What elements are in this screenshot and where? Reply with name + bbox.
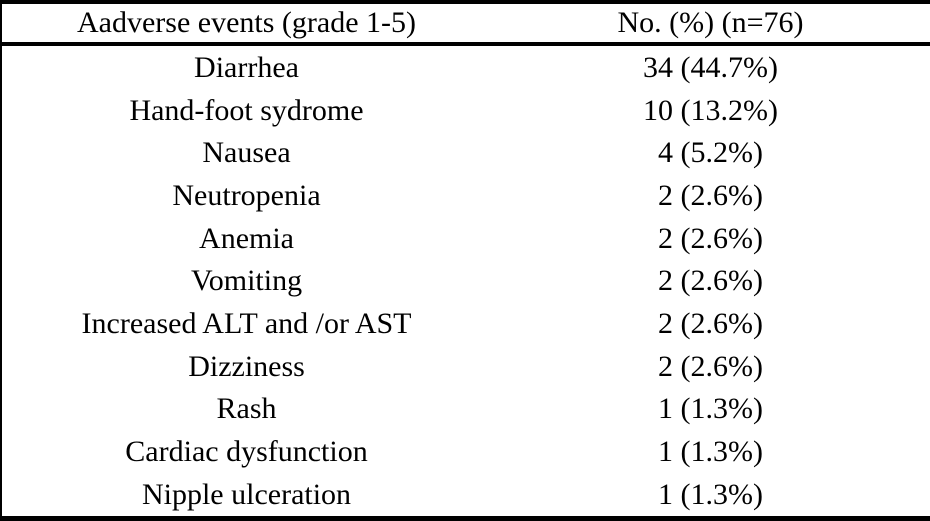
event-count-cell: 10 (13.2%): [643, 93, 779, 127]
table-row: Anemia 2 (2.6%): [2, 217, 930, 260]
table-row: Vomiting 2 (2.6%): [2, 260, 930, 303]
table-row: Cardiac dysfunction 1 (1.3%): [2, 431, 930, 474]
table-row: Diarrhea 34 (44.7%): [2, 44, 930, 89]
event-name-cell: Hand-foot sydrome: [129, 93, 364, 127]
event-name-cell: Dizziness: [188, 349, 305, 383]
header-row: Aadverse events (grade 1-5) No. (%) (n=7…: [2, 4, 930, 46]
event-name-cell: Nipple ulceration: [141, 477, 352, 511]
event-name-cell: Diarrhea: [194, 50, 299, 84]
event-count-cell: 1 (1.3%): [658, 392, 764, 426]
event-name-cell: Vomiting: [190, 264, 303, 298]
table-row: Nipple ulceration 1 (1.3%): [2, 473, 930, 516]
event-name-cell: Nausea: [202, 136, 291, 170]
adverse-events-table: Aadverse events (grade 1-5) No. (%) (n=7…: [2, 4, 930, 516]
table-row: Increased ALT and /or AST 2 (2.6%): [2, 303, 930, 346]
event-count-cell: 34 (44.7%): [643, 50, 779, 84]
table-row: Rash 1 (1.3%): [2, 388, 930, 431]
event-count-cell: 2 (2.6%): [658, 179, 764, 213]
event-count-cell: 1 (1.3%): [658, 477, 764, 511]
event-name-cell: Anemia: [199, 221, 294, 255]
event-count-cell: 2 (2.6%): [658, 349, 764, 383]
table-row: Neutropenia 2 (2.6%): [2, 175, 930, 218]
event-name-cell: Neutropenia: [172, 179, 321, 213]
event-name-cell: Rash: [216, 392, 277, 426]
event-name-cell: Cardiac dysfunction: [125, 434, 368, 468]
column-header-adverse-events: Aadverse events (grade 1-5): [2, 4, 492, 46]
table-row: Hand-foot sydrome 10 (13.2%): [2, 89, 930, 132]
table-row: Nausea 4 (5.2%): [2, 132, 930, 175]
table-row: Dizziness 2 (2.6%): [2, 345, 930, 388]
column-header-count-percent: No. (%) (n=76): [491, 4, 930, 46]
event-count-cell: 1 (1.3%): [658, 434, 764, 468]
event-count-cell: 2 (2.6%): [658, 307, 764, 340]
event-count-cell: 4 (5.2%): [658, 136, 764, 170]
event-count-cell: 2 (2.6%): [658, 264, 764, 298]
event-count-cell: 2 (2.6%): [658, 221, 764, 255]
event-name-cell: Increased ALT and /or AST: [81, 307, 412, 340]
